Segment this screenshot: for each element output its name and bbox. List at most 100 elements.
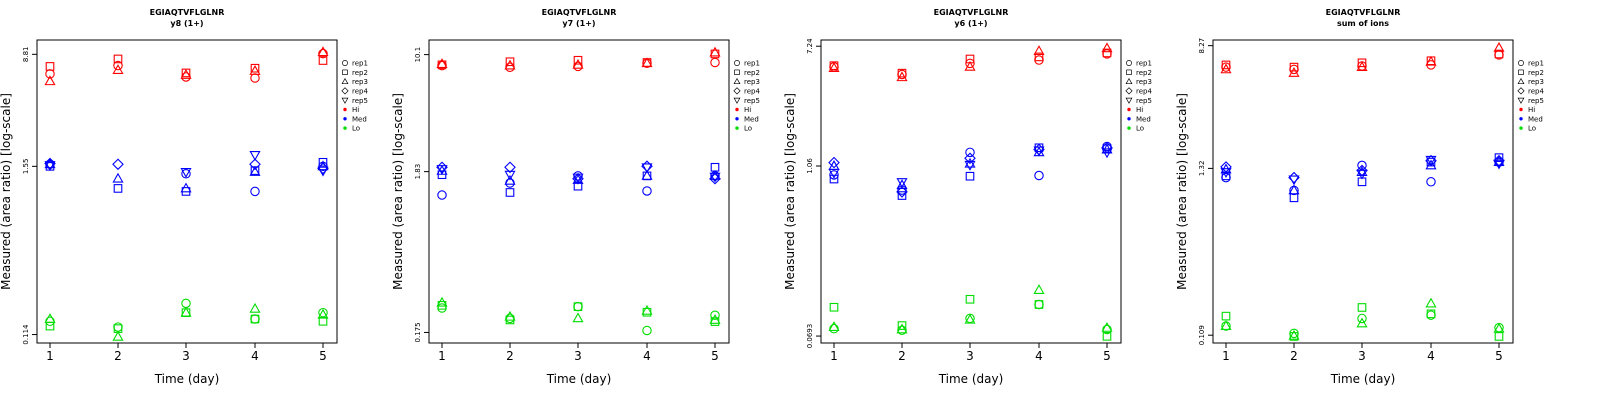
legend-color-hi-dot xyxy=(1519,107,1523,112)
data-point-med-rep3 xyxy=(1425,159,1437,170)
data-point-med-rep4 xyxy=(964,152,976,165)
data-point-lo-rep3 xyxy=(436,296,448,307)
data-point-med-rep2 xyxy=(897,191,907,200)
legend-symbol-rep1 xyxy=(1126,60,1132,66)
square-icon xyxy=(342,69,348,75)
data-point-hi-rep2 xyxy=(505,57,515,67)
x-tick-label: 4 xyxy=(1427,349,1435,363)
data-point-med-rep4 xyxy=(896,186,908,198)
legend-label: Med xyxy=(352,115,367,123)
data-point-hi-rep1 xyxy=(250,73,260,83)
data-point-med-rep5 xyxy=(504,170,516,181)
legend-color-hi-dot xyxy=(343,107,347,112)
y-axis-label: Measured (area ratio) [log-scale] xyxy=(391,93,405,290)
x-axis-label: Time (day) xyxy=(938,372,1004,386)
data-point-hi-rep1 xyxy=(113,60,123,71)
x-tick-label: 4 xyxy=(1035,349,1043,363)
legend-label: Med xyxy=(1136,115,1151,123)
legend-label: rep1 xyxy=(744,60,760,68)
circle-icon xyxy=(342,60,348,66)
legend-symbol-rep4 xyxy=(1125,87,1133,95)
data-point-lo-rep2 xyxy=(1426,309,1436,319)
data-point-lo-rep3 xyxy=(504,310,516,321)
triangle-up-icon xyxy=(341,77,349,85)
data-point-hi-rep2 xyxy=(250,63,260,73)
data-point-med-rep3 xyxy=(1288,184,1300,195)
data-point-hi-rep2 xyxy=(710,49,720,59)
y-tick-label: 0.175 xyxy=(414,322,422,342)
x-axis-label: Time (day) xyxy=(1330,372,1396,386)
data-point-hi-rep2 xyxy=(1221,60,1231,70)
data-point-med-rep5 xyxy=(896,178,908,188)
y-axis-label: Measured (area ratio) [log-scale] xyxy=(1175,93,1189,290)
circle-icon xyxy=(734,60,740,66)
data-point-lo-rep1 xyxy=(1034,299,1044,310)
legend-label: rep1 xyxy=(352,60,368,68)
data-point-lo-rep3 xyxy=(44,313,56,323)
data-point-lo-rep1 xyxy=(1357,313,1367,324)
legend-symbol-rep4 xyxy=(733,87,741,95)
legend-symbol-rep3 xyxy=(341,77,349,85)
legend-label: rep3 xyxy=(352,78,368,86)
data-point-med-rep5 xyxy=(44,161,56,172)
chart-subtitle: y6 (1+) xyxy=(954,19,987,28)
data-point-med-rep3 xyxy=(709,169,721,180)
data-point-med-rep1 xyxy=(642,186,652,196)
data-point-med-rep4 xyxy=(1356,164,1368,177)
data-point-med-rep5 xyxy=(180,168,192,178)
chart-panel-4: EGIAQTVFLGLNR sum of ions 8.27 1.32 0.109 1 2 3… xyxy=(1175,8,1544,386)
data-point-lo-rep3 xyxy=(964,313,976,324)
data-point-med-rep3 xyxy=(249,166,261,176)
y-tick-label: 1.32 xyxy=(1198,161,1206,177)
data-point-med-rep5 xyxy=(1288,175,1300,186)
data-point-hi-rep3 xyxy=(1033,45,1045,55)
data-point-lo-rep2 xyxy=(573,302,583,311)
plot-frame xyxy=(820,39,1122,344)
y-tick-label: 8.81 xyxy=(22,47,30,63)
legend-label: rep1 xyxy=(1136,60,1152,68)
data-point-lo-rep3 xyxy=(641,304,653,315)
x-axis-label: Time (day) xyxy=(154,372,220,386)
legend-symbol-rep5 xyxy=(733,97,741,104)
diamond-icon xyxy=(733,87,741,95)
data-point-hi-rep1 xyxy=(710,57,720,68)
data-point-med-rep3 xyxy=(112,172,124,183)
data-point-med-rep3 xyxy=(641,169,653,180)
data-point-med-rep1 xyxy=(1034,170,1044,181)
legend-label: rep3 xyxy=(744,78,760,86)
legend-label: Hi xyxy=(744,106,751,114)
data-point-hi-rep3 xyxy=(1220,63,1232,74)
chart-title: EGIAQTVFLGLNR xyxy=(1326,8,1401,17)
legend-label: Lo xyxy=(1528,125,1536,133)
data-point-hi-rep3 xyxy=(1356,61,1368,72)
y-tick-label: 7.24 xyxy=(806,38,814,54)
chart-panel-2: EGIAQTVFLGLNR y7 (1+) 10.1 1.83 0.175 1 2 3 4 5 Ti… xyxy=(391,8,760,386)
legend-symbol-rep3 xyxy=(1125,77,1133,85)
legend-label: rep4 xyxy=(1528,88,1544,96)
triangle-down-icon xyxy=(1517,97,1525,104)
data-point-lo-rep3 xyxy=(896,323,908,334)
data-point-hi-rep3 xyxy=(828,62,840,72)
data-point-lo-rep1 xyxy=(573,301,583,312)
legend-symbol-rep2 xyxy=(734,69,740,75)
y-tick-label: 10.1 xyxy=(414,47,422,63)
data-point-lo-rep3 xyxy=(317,308,329,319)
x-tick-label: 3 xyxy=(1358,349,1366,363)
data-point-med-rep5 xyxy=(1220,168,1232,178)
legend-symbol-rep5 xyxy=(1517,97,1525,104)
data-point-hi-rep3 xyxy=(44,75,56,86)
data-point-hi-rep3 xyxy=(641,57,653,68)
legend-label: rep3 xyxy=(1136,78,1152,86)
data-point-hi-rep3 xyxy=(249,65,261,75)
data-point-hi-rep3 xyxy=(896,71,908,82)
data-point-lo-rep1 xyxy=(710,310,720,320)
legend-color-hi-dot xyxy=(1127,107,1131,112)
data-point-med-rep5 xyxy=(572,173,584,184)
legend-label: rep5 xyxy=(744,97,760,105)
x-tick-label: 1 xyxy=(46,349,54,363)
data-point-lo-rep3 xyxy=(1288,329,1300,340)
legend-color-lo-dot xyxy=(1519,126,1523,130)
legend-label: Med xyxy=(1528,115,1543,123)
data-point-lo-rep1 xyxy=(181,298,191,309)
